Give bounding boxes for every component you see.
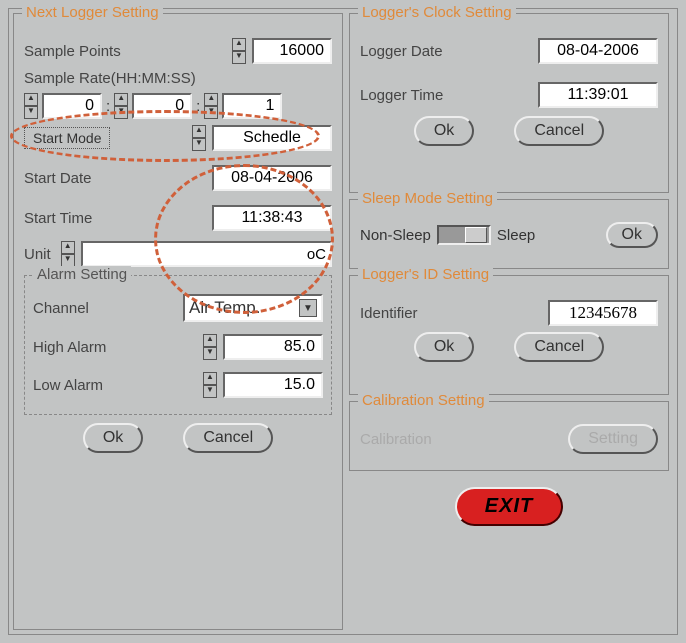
group-title-calibration: Calibration Setting — [358, 392, 489, 409]
left-ok-button[interactable]: Ok — [83, 423, 143, 453]
exit-row: EXIT — [349, 487, 669, 526]
channel-dropdown[interactable]: Air Temp. ▼ — [183, 294, 323, 322]
group-title-clock: Logger's Clock Setting — [358, 4, 516, 21]
settings-panel: Next Logger Setting Sample Points ▲▼ 160… — [8, 8, 678, 635]
dropdown-arrow-icon: ▼ — [299, 299, 317, 317]
id-setting-group: Logger's ID Setting Identifier 12345678 … — [349, 275, 669, 395]
start-time-label: Start Time — [24, 210, 206, 227]
start-mode-field[interactable]: Schedle — [212, 125, 332, 151]
calibration-label: Calibration — [360, 431, 562, 448]
sample-points-field[interactable]: 16000 — [252, 38, 332, 64]
low-alarm-spinner[interactable]: ▲▼ — [203, 372, 217, 398]
high-alarm-label: High Alarm — [33, 339, 197, 356]
channel-value: Air Temp. — [189, 298, 261, 318]
sleep-ok-button[interactable]: Ok — [606, 222, 658, 248]
start-date-field[interactable]: 08-04-2006 — [212, 165, 332, 191]
rate-hh-field[interactable]: 0 — [42, 93, 102, 119]
left-column: Next Logger Setting Sample Points ▲▼ 160… — [13, 13, 343, 630]
group-title-sleep: Sleep Mode Setting — [358, 190, 497, 207]
colon-2: : — [196, 98, 200, 115]
clock-setting-group: Logger's Clock Setting Logger Date 08-04… — [349, 13, 669, 193]
calibration-setting-button[interactable]: Setting — [568, 424, 658, 454]
left-cancel-button[interactable]: Cancel — [183, 423, 273, 453]
sample-points-spinner[interactable]: ▲▼ — [232, 38, 246, 64]
start-mode-spinner[interactable]: ▲▼ — [192, 125, 206, 151]
start-mode-button[interactable]: Start Mode — [24, 127, 110, 149]
id-cancel-button[interactable]: Cancel — [514, 332, 604, 362]
group-title-id: Logger's ID Setting — [358, 266, 493, 283]
low-alarm-field[interactable]: 15.0 — [223, 372, 323, 398]
calibration-group: Calibration Setting Calibration Setting — [349, 401, 669, 471]
logger-time-label: Logger Time — [360, 87, 532, 104]
rate-hh-spinner[interactable]: ▲▼ — [24, 93, 38, 119]
logger-date-field[interactable]: 08-04-2006 — [538, 38, 658, 64]
id-ok-button[interactable]: Ok — [414, 332, 474, 362]
clock-ok-button[interactable]: Ok — [414, 116, 474, 146]
alarm-setting-group: Alarm Setting Channel Air Temp. ▼ High A… — [24, 275, 332, 415]
start-time-field[interactable]: 11:38:43 — [212, 205, 332, 231]
logger-time-field[interactable]: 11:39:01 — [538, 82, 658, 108]
exit-button[interactable]: EXIT — [455, 487, 563, 526]
non-sleep-label: Non-Sleep — [360, 227, 431, 244]
toggle-knob — [465, 227, 487, 243]
identifier-field[interactable]: 12345678 — [548, 300, 658, 326]
identifier-label: Identifier — [360, 305, 542, 322]
rate-ss-spinner[interactable]: ▲▼ — [204, 93, 218, 119]
group-title-next-logger: Next Logger Setting — [22, 4, 163, 21]
sleep-label: Sleep — [497, 227, 535, 244]
alarm-title: Alarm Setting — [33, 266, 131, 283]
unit-label: Unit — [24, 246, 51, 263]
unit-field[interactable]: oC — [81, 241, 332, 267]
sleep-mode-group: Sleep Mode Setting Non-Sleep Sleep Ok — [349, 199, 669, 269]
unit-suffix: oC — [307, 246, 326, 263]
clock-cancel-button[interactable]: Cancel — [514, 116, 604, 146]
sample-rate-label: Sample Rate(HH:MM:SS) — [24, 70, 196, 87]
rate-mm-field[interactable]: 0 — [132, 93, 192, 119]
sample-points-label: Sample Points — [24, 43, 226, 60]
channel-label: Channel — [33, 300, 177, 317]
rate-ss-field[interactable]: 1 — [222, 93, 282, 119]
right-column: Logger's Clock Setting Logger Date 08-04… — [349, 13, 669, 630]
unit-spinner[interactable]: ▲▼ — [61, 241, 75, 267]
high-alarm-field[interactable]: 85.0 — [223, 334, 323, 360]
colon-1: : — [106, 98, 110, 115]
low-alarm-label: Low Alarm — [33, 377, 197, 394]
next-logger-setting-group: Next Logger Setting Sample Points ▲▼ 160… — [13, 13, 343, 630]
logger-date-label: Logger Date — [360, 43, 532, 60]
sleep-toggle[interactable] — [437, 225, 491, 245]
rate-mm-spinner[interactable]: ▲▼ — [114, 93, 128, 119]
high-alarm-spinner[interactable]: ▲▼ — [203, 334, 217, 360]
start-date-label: Start Date — [24, 170, 206, 187]
